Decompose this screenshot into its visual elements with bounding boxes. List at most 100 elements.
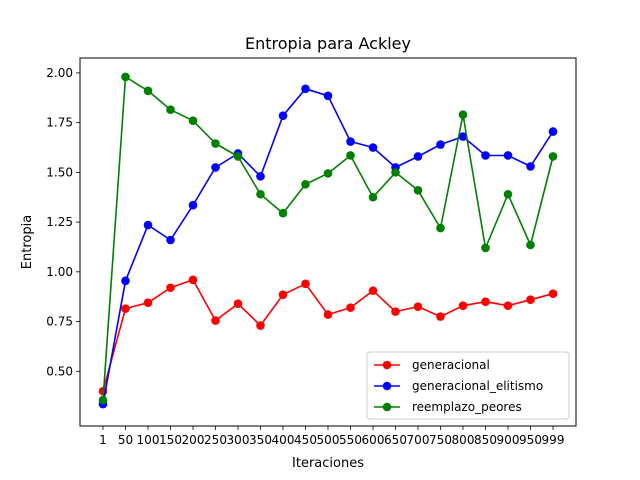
data-point bbox=[391, 168, 400, 177]
x-tick-label: 300 bbox=[227, 433, 250, 447]
data-point bbox=[391, 307, 400, 316]
data-point bbox=[256, 172, 265, 181]
y-axis-ticks: 0.50 0.75 1.00 1.25 1.50 1.75 2.00 bbox=[46, 66, 80, 378]
data-point bbox=[413, 152, 423, 161]
data-point bbox=[233, 152, 243, 161]
data-point bbox=[368, 143, 378, 152]
x-tick-label: 700 bbox=[407, 433, 430, 447]
y-tick-label: 2.00 bbox=[46, 66, 73, 80]
data-point bbox=[503, 301, 513, 310]
x-tick-label: 1 bbox=[99, 433, 107, 447]
data-point bbox=[503, 151, 513, 160]
data-point bbox=[548, 152, 558, 161]
legend-marker bbox=[382, 360, 392, 370]
legend-marker bbox=[382, 381, 392, 391]
x-tick-label: 550 bbox=[339, 433, 362, 447]
x-tick-label: 450 bbox=[294, 433, 317, 447]
data-point bbox=[278, 290, 288, 300]
data-point bbox=[211, 316, 220, 325]
data-point bbox=[413, 302, 423, 311]
data-point bbox=[458, 301, 468, 310]
data-point bbox=[346, 151, 355, 160]
plot-frame bbox=[79, 57, 577, 427]
data-point bbox=[121, 72, 130, 82]
x-tick-label: 150 bbox=[159, 433, 182, 447]
y-tick-label: 1.25 bbox=[46, 215, 73, 229]
x-tick-label: 999 bbox=[542, 433, 565, 447]
x-tick-label: 100 bbox=[137, 433, 160, 447]
y-tick-label: 1.75 bbox=[46, 116, 73, 130]
x-tick-label: 950 bbox=[519, 433, 542, 447]
x-tick-label: 800 bbox=[452, 433, 475, 447]
data-point bbox=[143, 220, 153, 230]
data-point bbox=[436, 140, 445, 149]
data-point bbox=[233, 299, 243, 308]
chart-title: Entropia para Ackley bbox=[245, 34, 411, 53]
legend: generacional generacional_elitismoreempla… bbox=[366, 351, 570, 420]
data-point bbox=[481, 151, 490, 160]
data-point bbox=[548, 127, 558, 136]
y-tick-label: 1.50 bbox=[46, 165, 73, 179]
data-point bbox=[526, 162, 535, 171]
data-point bbox=[188, 275, 198, 285]
y-tick-label: 0.50 bbox=[46, 364, 73, 378]
data-point bbox=[278, 111, 288, 120]
x-tick-label: 600 bbox=[362, 433, 385, 447]
legend-label: generacional_elitismo bbox=[412, 379, 543, 393]
data-point bbox=[211, 163, 220, 172]
data-point bbox=[458, 110, 468, 119]
data-point bbox=[323, 169, 333, 178]
x-tick-label: 50 bbox=[118, 433, 133, 447]
x-tick-label: 250 bbox=[204, 433, 227, 447]
data-point bbox=[211, 139, 220, 148]
series-layer bbox=[98, 72, 558, 409]
x-tick-label: 350 bbox=[249, 433, 272, 447]
data-point bbox=[166, 283, 175, 293]
data-point bbox=[458, 132, 468, 141]
legend-label: reemplazo_peores bbox=[412, 400, 522, 414]
x-axis-ticks: 1 50 100 150 200 250 300 350 400 450 500 550 600 650 7… bbox=[99, 426, 564, 447]
x-tick-label: 900 bbox=[497, 433, 520, 447]
data-point bbox=[301, 180, 310, 189]
data-point bbox=[481, 243, 490, 253]
legend-box bbox=[366, 351, 570, 420]
data-point bbox=[301, 84, 310, 94]
x-tick-label: 650 bbox=[384, 433, 407, 447]
legend-marker bbox=[382, 402, 392, 412]
y-axis-label: Entropia bbox=[20, 215, 35, 269]
data-point bbox=[143, 298, 153, 307]
data-point bbox=[256, 189, 265, 199]
data-point bbox=[548, 289, 558, 299]
data-point bbox=[301, 279, 310, 289]
data-point bbox=[503, 189, 513, 199]
data-point bbox=[188, 116, 198, 125]
data-point bbox=[166, 105, 175, 115]
data-point bbox=[166, 235, 175, 245]
data-point bbox=[256, 321, 265, 330]
data-point bbox=[121, 304, 130, 313]
x-axis-label: Iteraciones bbox=[292, 456, 364, 471]
x-tick-label: 200 bbox=[182, 433, 205, 447]
data-point bbox=[98, 395, 108, 405]
data-point bbox=[278, 208, 288, 218]
data-point bbox=[346, 137, 355, 146]
data-point bbox=[346, 303, 355, 312]
data-point bbox=[368, 192, 378, 202]
y-tick-label: 1.00 bbox=[46, 265, 73, 279]
data-point bbox=[526, 295, 535, 304]
data-point bbox=[188, 200, 198, 210]
data-point bbox=[323, 91, 333, 101]
data-point bbox=[436, 223, 445, 233]
data-point bbox=[413, 185, 423, 195]
data-point bbox=[436, 312, 445, 321]
legend-label: generacional bbox=[412, 358, 490, 372]
data-point bbox=[526, 240, 535, 250]
x-tick-label: 750 bbox=[429, 433, 452, 447]
x-tick-label: 500 bbox=[317, 433, 340, 447]
x-tick-label: 400 bbox=[272, 433, 295, 447]
data-point bbox=[323, 310, 333, 319]
y-tick-label: 0.75 bbox=[46, 315, 73, 329]
data-point bbox=[143, 86, 153, 96]
data-point bbox=[481, 297, 490, 306]
